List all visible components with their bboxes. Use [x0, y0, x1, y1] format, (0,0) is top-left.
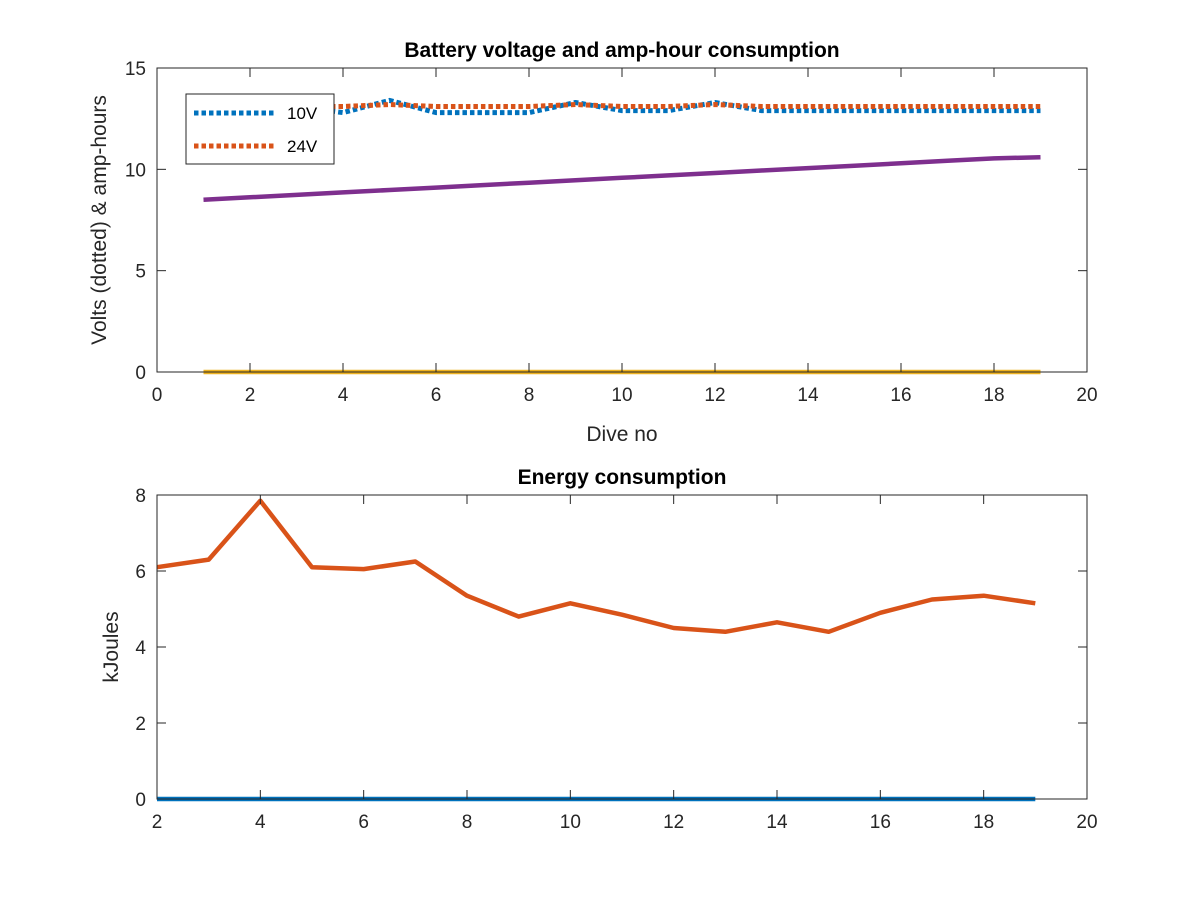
voltage-chart-x-tick-label: 6 [431, 385, 442, 406]
energy-chart-y-axis-label: kJoules [100, 611, 123, 682]
voltage-chart-x-tick-label: 16 [890, 385, 911, 406]
energy-chart-x-tick-label: 6 [358, 812, 369, 833]
energy-chart-title: Energy consumption [518, 466, 727, 489]
energy-chart-x-tick-label: 12 [663, 812, 684, 833]
voltage-chart-title: Battery voltage and amp-hour consumption [404, 39, 839, 62]
voltage-chart-x-tick-label: 0 [152, 385, 163, 406]
energy-chart-y-tick-label: 4 [135, 638, 146, 659]
energy-chart-x-tick-label: 2 [152, 812, 163, 833]
energy-chart-series-1-line [156, 498, 1036, 635]
voltage-chart-x-tick-label: 8 [524, 385, 535, 406]
voltage-chart-legend-box [185, 93, 335, 165]
energy-chart-x-tick-label: 20 [1076, 812, 1097, 833]
voltage-chart-x-tick-label: 18 [983, 385, 1004, 406]
voltage-chart-y-tick-label: 10 [125, 160, 146, 181]
voltage-chart-legend-label: 24V [287, 137, 318, 156]
energy-chart-y-tick-label: 6 [135, 562, 146, 583]
voltage-chart-x-tick-label: 14 [797, 385, 819, 406]
voltage-chart-y-tick-label: 0 [135, 363, 146, 384]
voltage-chart-y-tick-label: 15 [125, 59, 146, 80]
voltage-chart-series-0-line [203, 97, 1041, 116]
voltage-chart-x-tick-label: 12 [704, 385, 725, 406]
voltage-chart: 0 2 4 6 8 10 12 14 16 18 20 0 5 10 15 10V 24V Battery v… [88, 39, 1098, 446]
voltage-chart-x-tick-label: 2 [245, 385, 256, 406]
energy-chart-y-tick-label: 2 [135, 714, 146, 735]
voltage-chart-x-tick-label: 10 [611, 385, 632, 406]
voltage-chart-series-1-line [203, 102, 1041, 109]
voltage-chart-legend: 10V 24V [185, 93, 335, 165]
voltage-chart-x-tick-label: 20 [1076, 385, 1097, 406]
energy-chart-x-tick-label: 14 [766, 812, 788, 833]
voltage-chart-y-axis-label: Volts (dotted) & amp-hours [88, 95, 111, 345]
energy-chart-x-tick-label: 10 [560, 812, 581, 833]
energy-chart-x-tick-label: 16 [870, 812, 891, 833]
voltage-chart-x-axis-label: Dive no [586, 423, 657, 446]
energy-chart-y-tick-label: 0 [135, 790, 146, 811]
voltage-chart-x-tick-label: 4 [338, 385, 349, 406]
energy-chart-y-tick-label: 8 [135, 486, 146, 507]
voltage-chart-series-3-line [203, 154, 1041, 202]
voltage-chart-ticks: 0 2 4 6 8 10 12 14 16 18 20 0 5 10 15 [125, 59, 1098, 406]
voltage-chart-legend-label: 10V [287, 104, 318, 123]
voltage-chart-y-tick-label: 5 [135, 262, 146, 283]
energy-chart-x-tick-label: 8 [462, 812, 473, 833]
energy-chart-x-tick-label: 4 [255, 812, 266, 833]
energy-chart-x-tick-label: 18 [973, 812, 994, 833]
